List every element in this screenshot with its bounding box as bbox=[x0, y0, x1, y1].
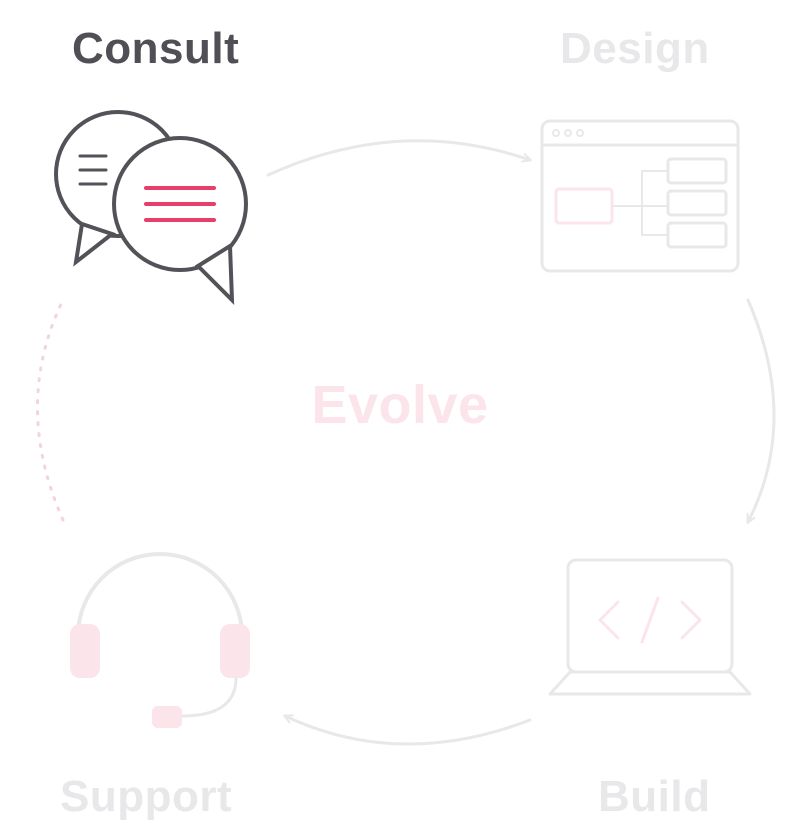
process-cycle-diagram: Consult Design Build Support Evolve bbox=[0, 0, 800, 837]
support-headset-icon bbox=[70, 554, 250, 728]
build-laptop-code-icon bbox=[550, 560, 750, 694]
consult-speech-bubbles-icon bbox=[56, 112, 246, 300]
diagram-svg bbox=[0, 0, 800, 837]
design-wireframe-icon bbox=[542, 121, 738, 271]
